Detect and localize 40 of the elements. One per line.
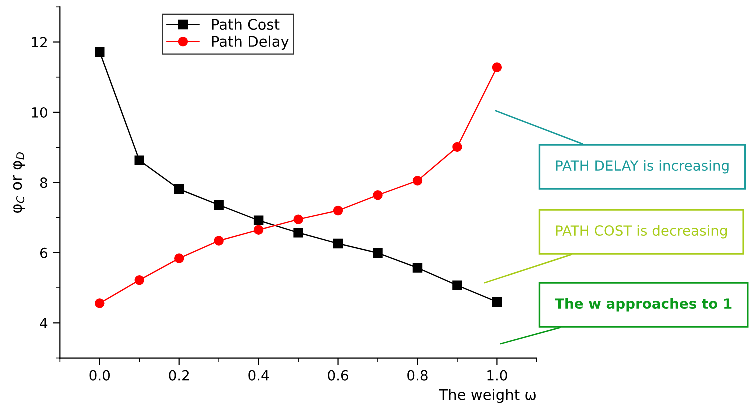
point bbox=[294, 214, 304, 224]
point bbox=[412, 263, 423, 273]
point bbox=[492, 297, 502, 307]
point bbox=[333, 206, 344, 216]
x-tick-label: 1.0 bbox=[488, 370, 508, 381]
point bbox=[412, 176, 423, 186]
y-tick-label: 6 bbox=[40, 248, 48, 258]
point bbox=[174, 184, 184, 194]
text: PATH COST is decreasing bbox=[556, 225, 728, 239]
legend-label: Path Cost bbox=[212, 18, 280, 30]
point bbox=[174, 254, 184, 264]
y-tick-label: 12 bbox=[32, 37, 47, 48]
point bbox=[134, 156, 144, 166]
y-tick-label: 4 bbox=[40, 318, 48, 328]
y-axis-title: φ$_{C}$ or φ$_{D}$ bbox=[13, 152, 26, 214]
point bbox=[373, 190, 383, 200]
point bbox=[95, 47, 105, 57]
point bbox=[214, 200, 224, 210]
point bbox=[254, 225, 264, 235]
y-tick-label: 10 bbox=[32, 107, 48, 118]
text: The w approaches to 1 bbox=[555, 298, 732, 312]
text: PATH DELAY is increasing bbox=[556, 160, 729, 174]
x-tick-label: 0.4 bbox=[248, 370, 270, 381]
point bbox=[254, 216, 264, 226]
point bbox=[134, 275, 144, 286]
point bbox=[214, 236, 224, 246]
x-tick-label: 0.8 bbox=[408, 370, 428, 381]
point bbox=[492, 62, 502, 72]
point bbox=[452, 280, 462, 290]
legend-label: Path Delay bbox=[212, 36, 289, 50]
y-tick-label: 8 bbox=[40, 178, 48, 188]
x-tick-label: 0.0 bbox=[90, 370, 110, 381]
point bbox=[95, 298, 105, 308]
point bbox=[333, 238, 344, 249]
x-tick-label: 0.2 bbox=[169, 370, 190, 381]
point bbox=[294, 228, 304, 238]
point bbox=[373, 248, 383, 258]
x-axis-title: The weight ω bbox=[439, 389, 536, 404]
point bbox=[452, 142, 462, 152]
x-tick-label: 0.6 bbox=[328, 370, 348, 381]
